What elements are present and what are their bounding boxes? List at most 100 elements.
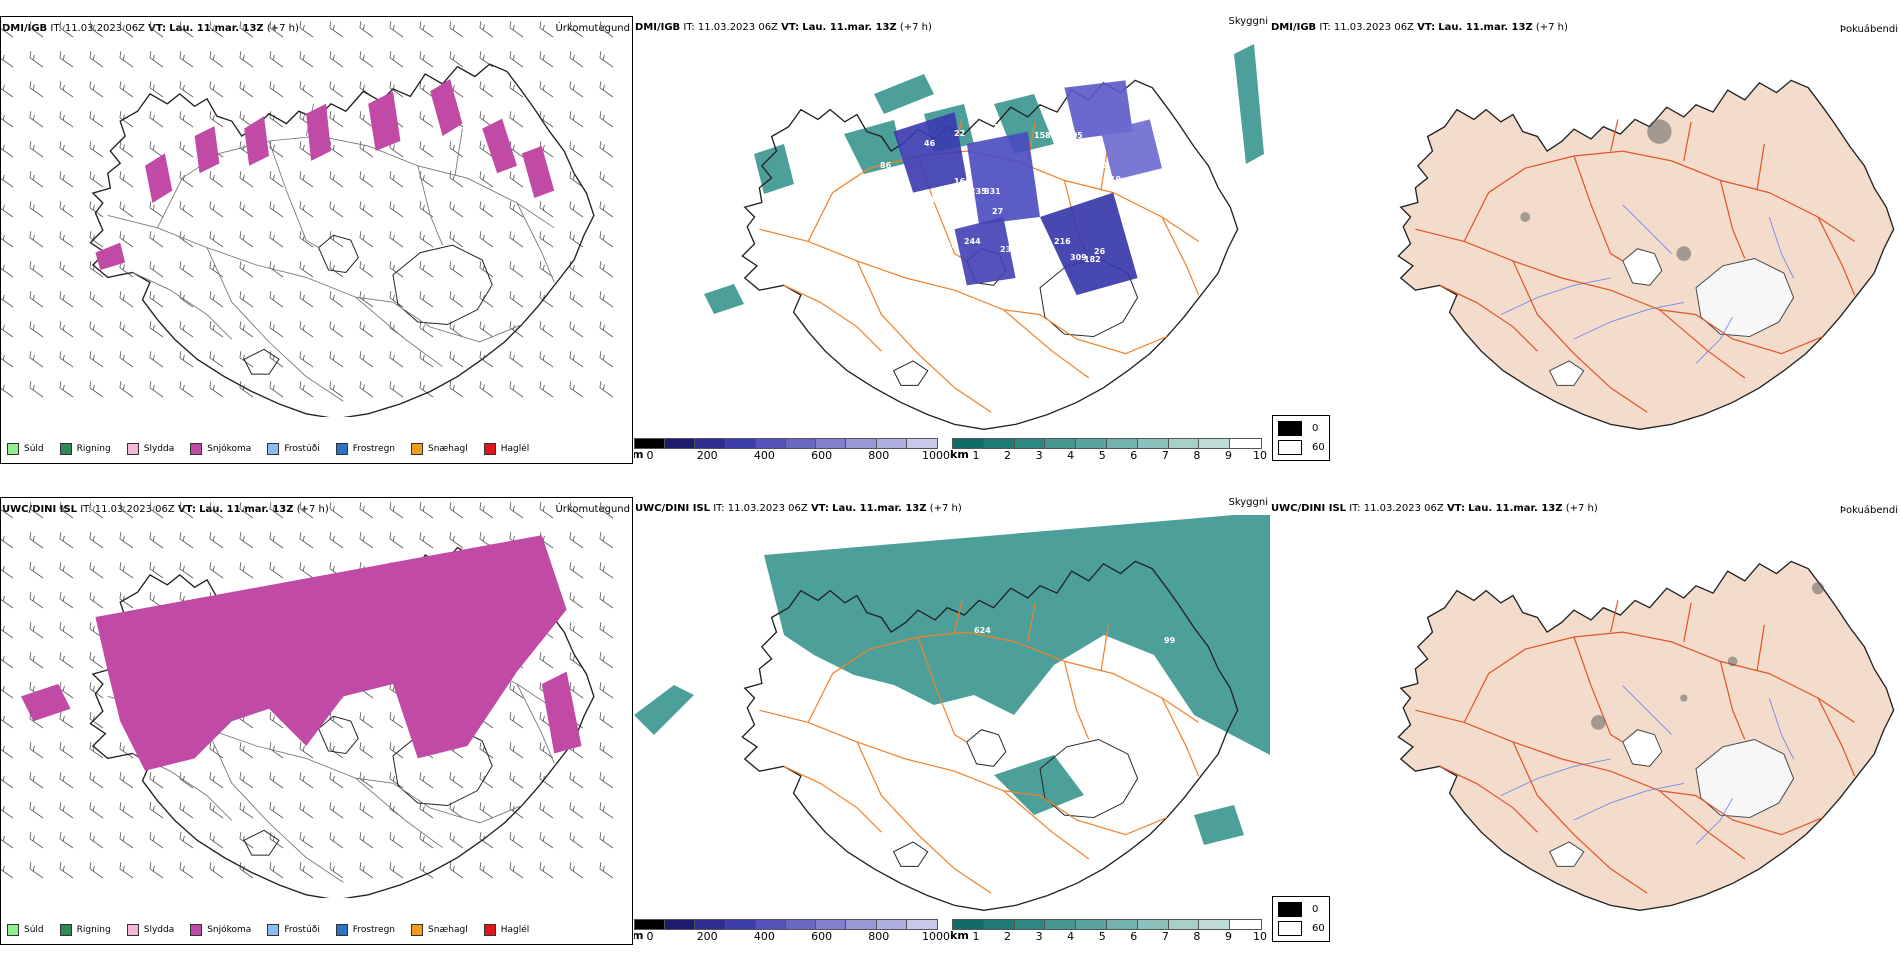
ceiling-value: 98 — [1096, 161, 1108, 170]
colorbar-unit: m — [634, 929, 644, 942]
colorbar-unit: m — [634, 448, 644, 461]
precip-legend-item: Frostúði — [267, 924, 320, 936]
snow-areas — [95, 79, 555, 270]
colorbar-segment — [724, 919, 758, 930]
ceiling-colorbar: m 0 200 400 600 800 1000 — [634, 438, 950, 464]
colorbar-segment — [1044, 919, 1078, 930]
colorbar-segment — [1167, 438, 1201, 449]
low-visibility-areas — [634, 515, 1270, 845]
ceiling-value: 209 — [938, 205, 955, 214]
colorbar-tick: 5 — [1098, 930, 1106, 943]
fog-map — [1397, 79, 1895, 430]
fog-swatch-white — [1278, 440, 1302, 455]
precip-legend-item: Haglél — [483, 443, 529, 455]
colorbar-segment — [754, 438, 788, 449]
colorbar-tick: 1 — [972, 449, 980, 462]
vt-value: Lau. 11.mar. 13Z — [1438, 22, 1533, 33]
colorbar-segment — [694, 919, 728, 930]
visibility-colorbar: km 1 2 3 4 5 6 7 8 9 10 — [950, 919, 1268, 945]
colorbar-tick: 9 — [1224, 930, 1232, 943]
ceiling-value: 158 — [1034, 131, 1051, 140]
legend-label: Rigning — [76, 925, 111, 935]
fog-panel: UWC/DINI ISL IT: 11.03.2023 06Z VT: Lau.… — [1270, 491, 1900, 961]
vt-label: VT: — [1417, 22, 1436, 33]
it-value: 11.03.2023 06Z — [1363, 503, 1444, 514]
fog-map — [1397, 560, 1895, 911]
cloud-panel-field: Skyggni — [1228, 16, 1268, 27]
ceiling-value: 192 — [940, 241, 957, 250]
colorbar-tick: 600 — [811, 930, 833, 943]
vt-value: Lau. 11.mar. 13Z — [169, 23, 264, 34]
legend-swatch — [411, 924, 424, 936]
cloud-panel-title: DMI/IGB IT: 11.03.2023 06Z VT: Lau. 11.m… — [635, 22, 932, 33]
ceiling-value: 244 — [964, 237, 981, 246]
colorbar-tick: 7 — [1161, 930, 1169, 943]
colorbar-tick: 800 — [868, 930, 890, 943]
it-value: 11.03.2023 06Z — [64, 23, 145, 34]
model-name: UWC/DINI ISL — [1271, 503, 1347, 514]
legend-swatch — [59, 443, 72, 455]
fog-legend: 0 60 — [1272, 896, 1330, 942]
ceiling-value: 18 — [824, 147, 836, 156]
colorbar-tick: 800 — [868, 449, 890, 462]
ceiling-value: 46 — [924, 139, 936, 148]
colorbar-tick: 7 — [1161, 449, 1169, 462]
colorbar-tick: 6 — [1130, 449, 1138, 462]
legend-label: Frostúði — [284, 925, 320, 935]
colorbar-segment — [982, 919, 1017, 930]
legend-label: Haglél — [500, 925, 530, 935]
precip-legend-item: Frostregn — [335, 924, 395, 936]
precip-panel-title: UWC/DINI ISL IT: 11.03.2023 06Z VT: Lau.… — [2, 504, 329, 515]
fog-panel: DMI/IGB IT: 11.03.2023 06Z VT: Lau. 11.m… — [1270, 10, 1900, 480]
precip-legend-item: Snæhagl — [411, 924, 468, 936]
colorbar-tick: 1000 — [922, 449, 950, 462]
lead-time: (+7 h) — [1565, 503, 1598, 514]
legend-swatch — [126, 443, 139, 455]
ceiling-value: 26 — [1094, 247, 1106, 256]
vt-label: VT: — [148, 23, 167, 34]
precip-panel: UWC/DINI ISL IT: 11.03.2023 06Z VT: Lau.… — [0, 497, 633, 945]
colorbar-unit: km — [950, 929, 969, 942]
it-value: 11.03.2023 06Z — [697, 22, 778, 33]
vt-value: Lau. 11.mar. 13Z — [199, 504, 294, 515]
ceiling-value: 831 — [984, 187, 1001, 196]
snow-areas — [21, 535, 582, 771]
legend-label: Frostregn — [352, 444, 396, 454]
precip-legend-item: Snjókoma — [190, 443, 251, 455]
legend-label: Snjókoma — [207, 444, 252, 454]
vt-label: VT: — [177, 504, 196, 515]
colorbar-segment — [845, 438, 879, 449]
legend-label: Slydda — [143, 925, 175, 935]
colorbar-tick: 4 — [1067, 930, 1075, 943]
precip-legend-item: Snjókoma — [190, 924, 251, 936]
fog-swatch-black — [1278, 421, 1302, 436]
legend-label: Snæhagl — [428, 444, 468, 454]
colorbar-tick: 0 — [646, 930, 654, 943]
colorbar-segment — [845, 919, 879, 930]
colorbar-segment — [1136, 438, 1171, 449]
precip-legend-item: Súld — [7, 924, 44, 936]
visibility-colorbar: km 1 2 3 4 5 6 7 8 9 10 — [950, 438, 1268, 464]
legend-label: Rigning — [76, 444, 111, 454]
colorbar-segment — [1044, 438, 1078, 449]
ceiling-value: 182 — [1084, 255, 1101, 264]
precip-legend-item: Slydda — [126, 443, 174, 455]
colorbar-tick: 10 — [1253, 930, 1267, 943]
colorbar-segment — [1013, 919, 1047, 930]
precip-map — [1, 21, 614, 417]
precip-legend: Súld Rigning Slydda Snjókoma Frostúði Frostre… — [7, 924, 529, 936]
legend-swatch — [190, 443, 203, 455]
colorbar-tick: 200 — [696, 449, 718, 462]
ceiling-value: 252 — [1022, 255, 1039, 264]
colorbar-segment — [875, 438, 909, 449]
precip-legend-item: Súld — [7, 443, 44, 455]
legend-label: Súld — [24, 925, 44, 935]
ceiling-value: 17 — [930, 195, 941, 204]
lead-time: (+7 h) — [266, 23, 299, 34]
cloud-map: 624 99 — [634, 515, 1270, 911]
legend-swatch — [7, 924, 19, 936]
ceiling-value: 351 — [1044, 283, 1061, 292]
colorbar-tick: 3 — [1035, 449, 1043, 462]
legend-swatch — [335, 924, 348, 936]
colorbar-segment — [875, 919, 909, 930]
